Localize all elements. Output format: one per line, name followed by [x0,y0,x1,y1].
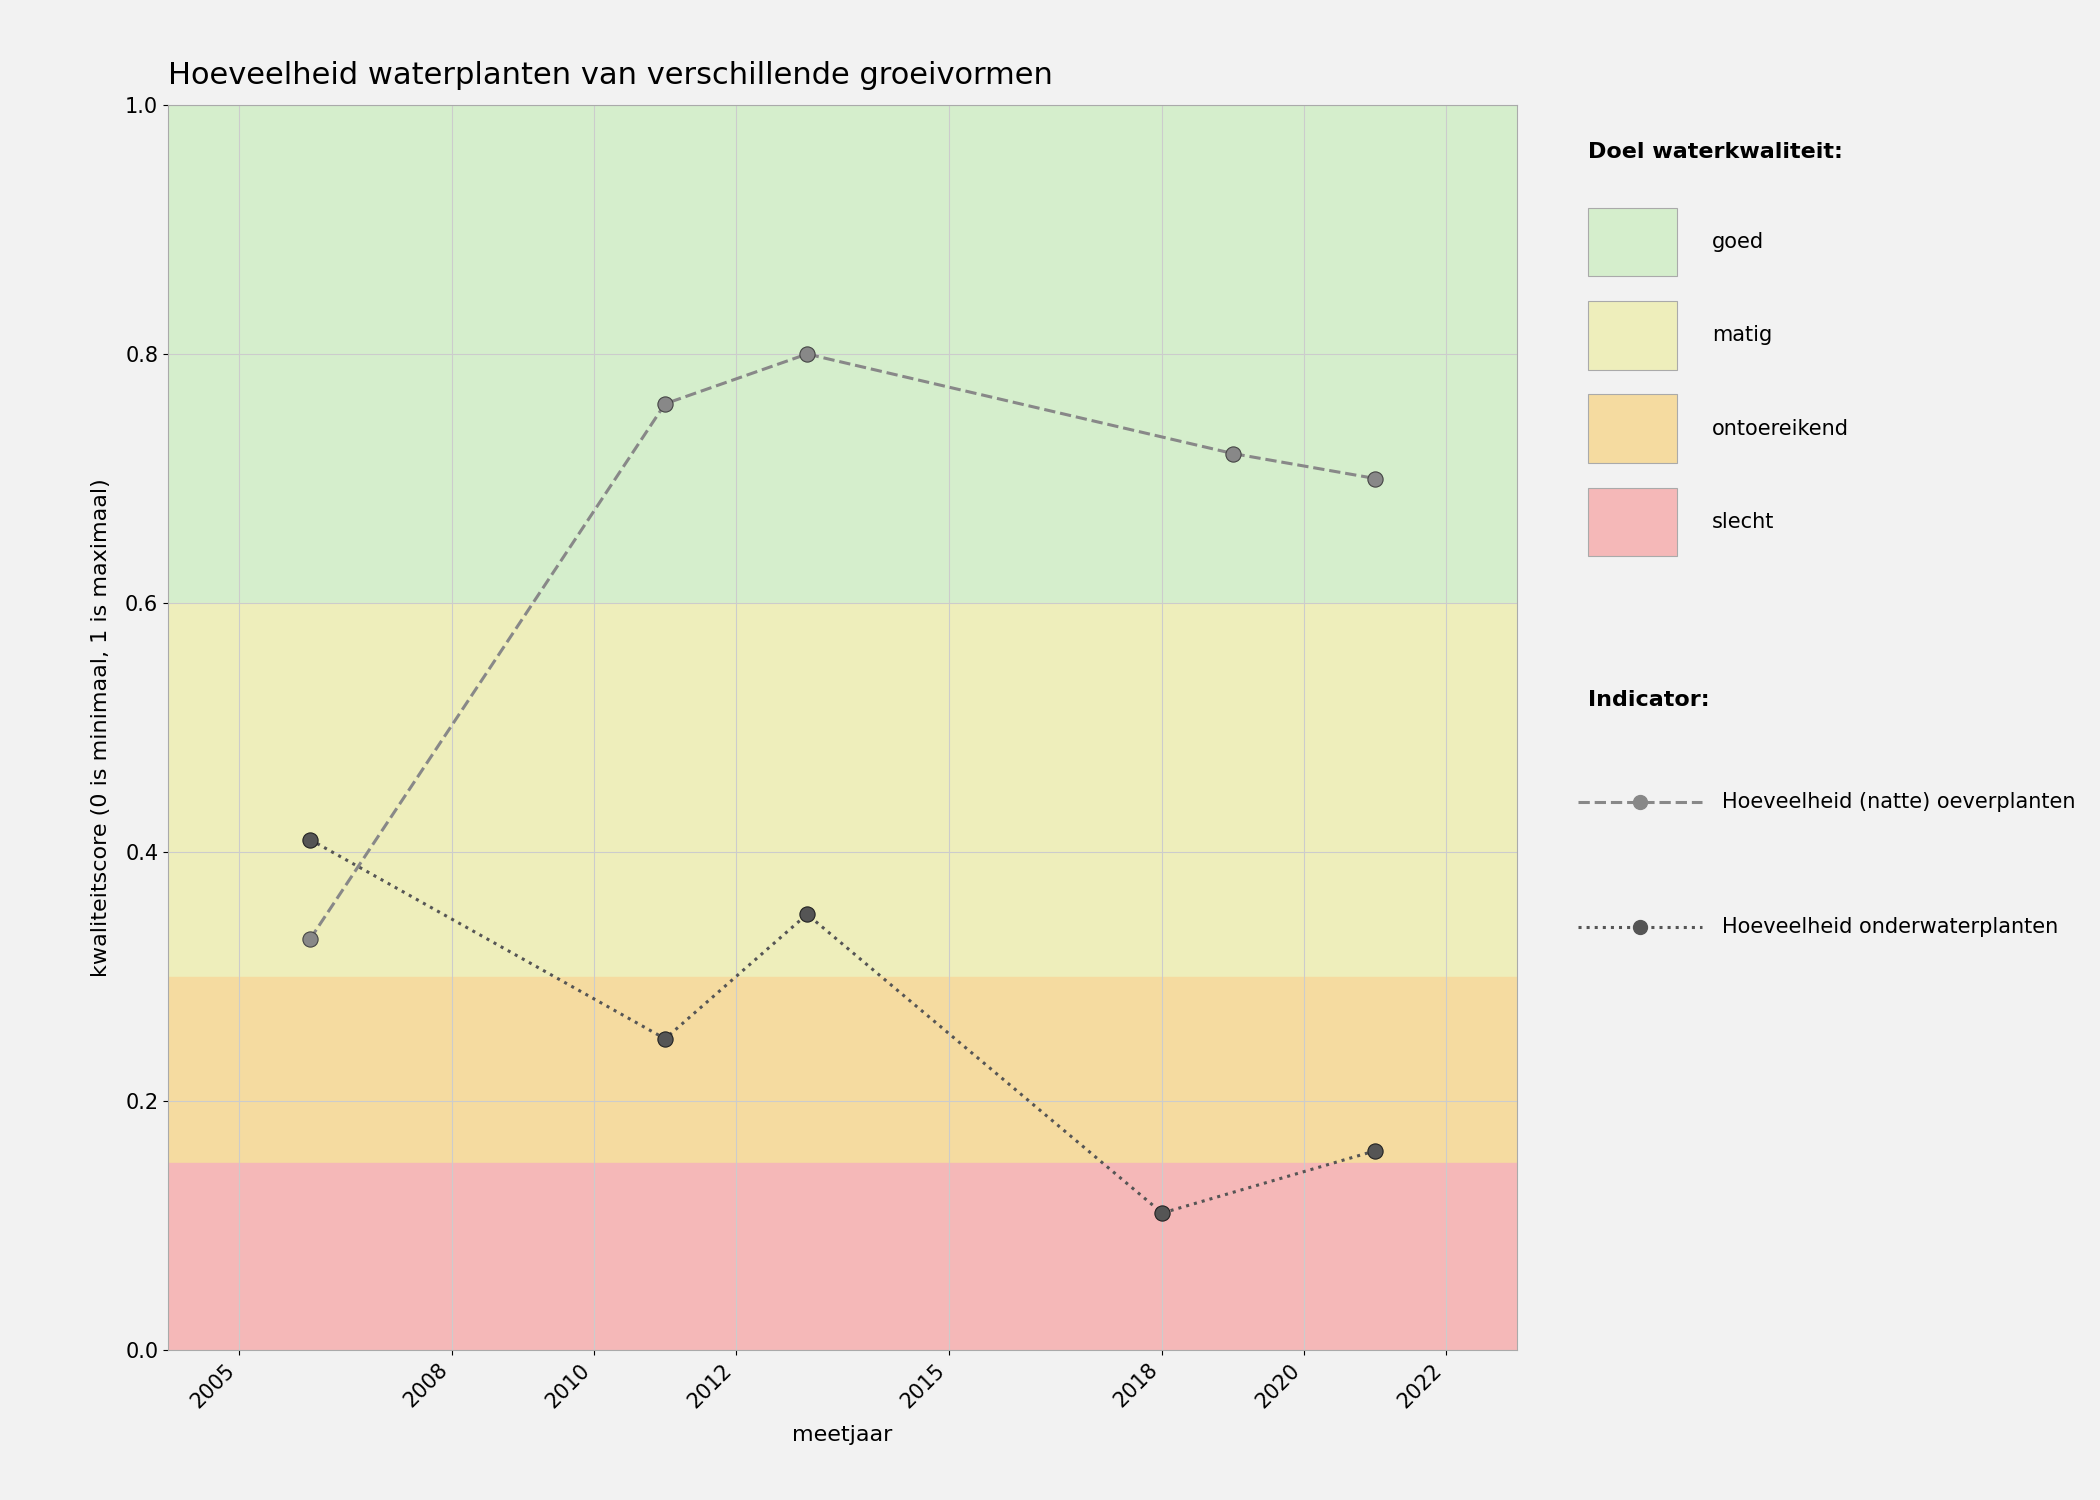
Bar [168,603,1516,976]
FancyBboxPatch shape [1588,394,1678,464]
Bar [168,105,1516,603]
Y-axis label: kwaliteitscore (0 is minimaal, 1 is maximaal): kwaliteitscore (0 is minimaal, 1 is maxi… [90,478,111,976]
Point [1216,441,1250,465]
X-axis label: meetjaar: meetjaar [792,1425,892,1444]
Text: slecht: slecht [1712,512,1774,532]
Bar [168,976,1516,1164]
Text: Hoeveelheid waterplanten van verschillende groeivormen: Hoeveelheid waterplanten van verschillen… [168,62,1052,90]
Point [649,392,682,416]
Text: matig: matig [1712,326,1772,345]
Text: Doel waterkwaliteit:: Doel waterkwaliteit: [1588,142,1844,162]
Point [649,1026,682,1050]
Point [294,927,328,951]
FancyBboxPatch shape [1588,488,1678,556]
Text: goed: goed [1712,232,1764,252]
Bar [168,1164,1516,1350]
Point [294,828,328,852]
Text: ontoereikend: ontoereikend [1712,419,1848,438]
Text: Hoeveelheid onderwaterplanten: Hoeveelheid onderwaterplanten [1722,916,2058,936]
Point [790,342,823,366]
Text: Indicator:: Indicator: [1588,690,1709,709]
Point [1359,466,1392,490]
FancyBboxPatch shape [1588,207,1678,276]
Point [1359,1138,1392,1162]
FancyBboxPatch shape [1588,302,1678,369]
Point [790,902,823,926]
Point [1144,1202,1178,1225]
Text: Hoeveelheid (natte) oeverplanten: Hoeveelheid (natte) oeverplanten [1722,792,2075,812]
